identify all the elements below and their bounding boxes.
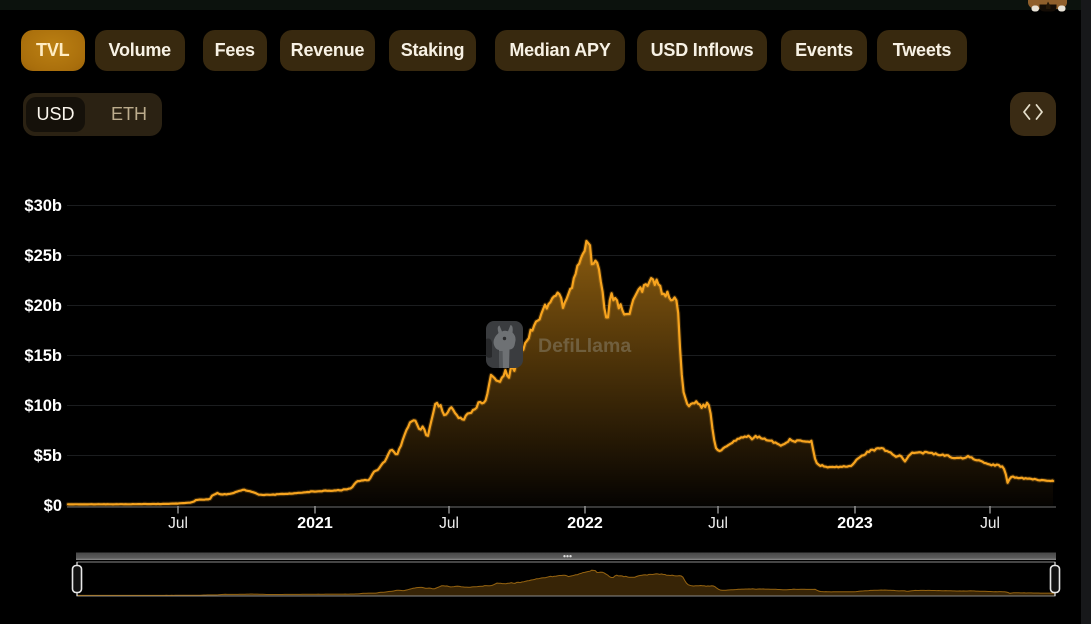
svg-text:$0: $0 [44,497,62,515]
svg-text:2022: 2022 [567,515,603,532]
svg-text:$15b: $15b [24,347,62,365]
svg-text:2021: 2021 [297,515,333,532]
svg-text:$25b: $25b [24,247,62,265]
svg-text:Jul: Jul [980,515,1000,532]
svg-text:2023: 2023 [837,515,873,532]
svg-text:$30b: $30b [24,197,62,215]
svg-text:$10b: $10b [24,397,62,415]
svg-text:Jul: Jul [708,515,728,532]
svg-text:$20b: $20b [24,297,62,315]
svg-text:DefiLlama: DefiLlama [538,335,631,357]
svg-text:Jul: Jul [168,515,188,532]
svg-text:$5b: $5b [34,447,62,465]
svg-text:Jul: Jul [439,515,459,532]
